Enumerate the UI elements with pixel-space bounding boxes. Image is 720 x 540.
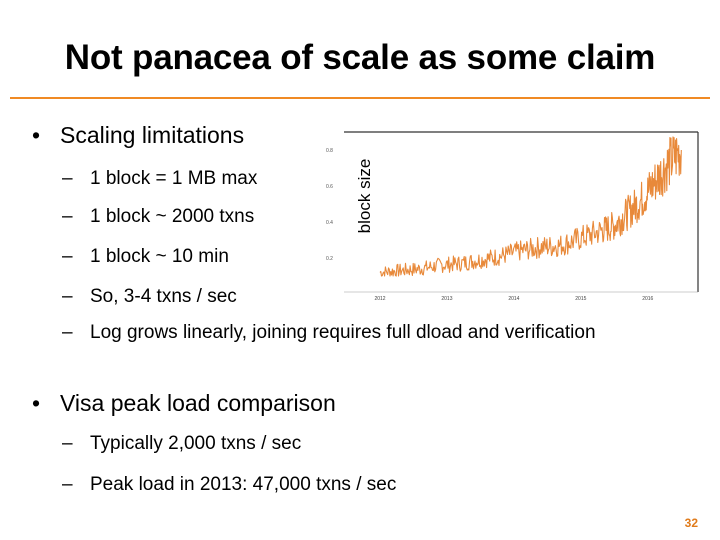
dash-icon: –	[62, 246, 73, 267]
bullet-dot-icon: •	[32, 390, 41, 416]
chart-y-axis-label: block size	[352, 140, 378, 252]
dash-icon: –	[62, 474, 73, 495]
slide-title: Not panacea of scale as some claim	[64, 38, 656, 77]
chart-y-tick-label: 0.2	[326, 256, 333, 262]
dash-icon: –	[62, 206, 73, 227]
dash-icon: –	[62, 286, 73, 307]
sub-item-text: Log grows linearly, joining requires ful…	[90, 322, 596, 343]
chart-x-tick-label: 2015	[575, 296, 586, 302]
chart-y-tick-label: 0.6	[326, 184, 333, 190]
chart-x-tick-label: 2013	[441, 296, 452, 302]
dash-icon: –	[62, 168, 73, 189]
sub-item-text: 1 block = 1 MB max	[90, 168, 258, 189]
sub-item-text: So, 3-4 txns / sec	[90, 286, 237, 307]
chart-y-tick-label: 0.8	[326, 148, 333, 154]
chart-x-tick-label: 2016	[642, 296, 653, 302]
sub-item-text: 1 block ~ 2000 txns	[90, 206, 255, 227]
chart-series-line	[379, 136, 682, 277]
dash-icon: –	[62, 322, 73, 343]
chart-y-tick-label: 0.4	[326, 220, 333, 226]
page-number: 32	[684, 516, 698, 530]
block-size-chart: 0.2 0.4 0.6 0.8 2012 2013 2014 2015 2016	[318, 128, 700, 302]
chart-x-tick-label: 2012	[374, 296, 385, 302]
title-divider	[10, 97, 710, 99]
chart-x-tick-label: 2014	[508, 296, 519, 302]
block-size-chart-svg: 0.2 0.4 0.6 0.8 2012 2013 2014 2015 2016	[326, 131, 699, 302]
sub-item-text: 1 block ~ 10 min	[90, 246, 229, 267]
bullet-dot-icon: •	[32, 122, 41, 148]
sub-item-text: Typically 2,000 txns / sec	[90, 433, 302, 454]
bullet-text: Visa peak load comparison	[60, 390, 336, 416]
chart-y-axis-label-text: block size	[355, 158, 374, 234]
bullet-text: Scaling limitations	[60, 122, 245, 148]
dash-icon: –	[62, 433, 73, 454]
sub-item-text: Peak load in 2013: 47,000 txns / sec	[90, 474, 397, 495]
